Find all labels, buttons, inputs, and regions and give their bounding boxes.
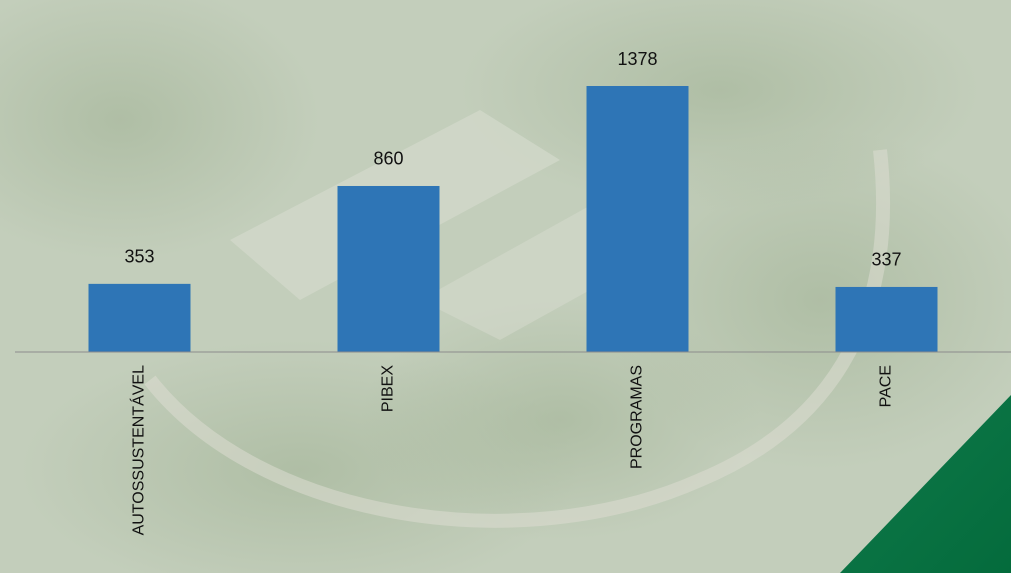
- x-tick-label: PIBEX: [380, 365, 397, 412]
- bar: [338, 186, 440, 352]
- data-label: 337: [871, 250, 901, 270]
- x-tick-label: PROGRAMAS: [629, 365, 646, 469]
- data-label: 1378: [617, 49, 657, 69]
- bar: [836, 287, 938, 352]
- bar: [587, 86, 689, 352]
- bar: [89, 284, 191, 352]
- x-tick-label: AUTOSSUSTENTÁVEL: [129, 365, 148, 536]
- data-label: 353: [124, 247, 154, 267]
- chart: 353 AUTOSSUSTENTÁVEL 860 PIBEX 1378 PROGRAMAS…: [0, 0, 1011, 573]
- x-tick-label: PACE: [878, 365, 895, 407]
- data-label: 860: [373, 149, 403, 169]
